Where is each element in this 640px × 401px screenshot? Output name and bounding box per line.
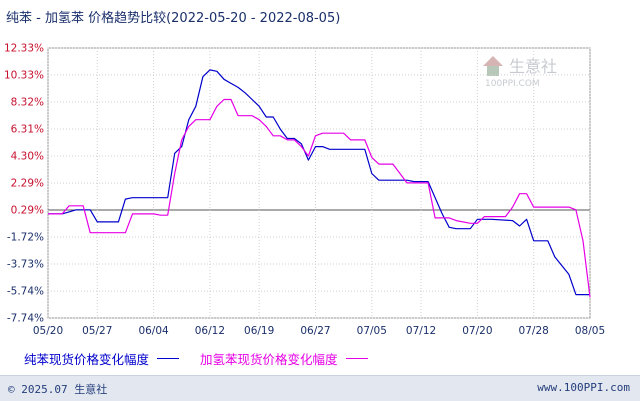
chart-title: 纯苯 - 加氢苯 价格趋势比较(2022-05-20 - 2022-08-05) [6, 7, 340, 26]
y-tick-label: -7.74% [7, 313, 44, 325]
legend-swatch-1 [345, 358, 368, 359]
x-tick-label: 06/04 [138, 325, 169, 337]
legend-swatch-0 [157, 358, 180, 359]
y-tick-label: -1.72% [7, 232, 44, 244]
x-tick-label: 06/19 [244, 325, 274, 337]
watermark: 生意社 100PPI.COM [481, 52, 581, 96]
y-tick-label: 10.33% [4, 69, 44, 81]
y-tick-label: 4.30% [11, 151, 44, 163]
y-axis: 12.33% 10.33% 8.32% 6.31% 4.30% 2.29% 0.29% -1.… [4, 43, 44, 325]
x-tick-label: 08/05 [575, 325, 605, 337]
x-tick-label: 05/20 [33, 325, 63, 337]
x-tick-label: 07/05 [357, 325, 387, 337]
x-axis: 05/20 05/27 06/04 06/12 06/19 06/27 07/05 07/12… [33, 325, 605, 337]
chart-title-range: (2022-05-20 - 2022-08-05) [166, 11, 341, 26]
footer-copyright: © 2025.07 生意社 [8, 383, 108, 396]
y-tick-label: 12.33% [4, 43, 44, 55]
watermark-cn: 生意社 [509, 57, 557, 76]
x-tick-label: 07/12 [406, 325, 436, 337]
legend-item-0: 纯苯现货价格变化幅度 [24, 349, 180, 368]
y-tick-label: 2.29% [11, 178, 44, 190]
series-line-1 [48, 98, 591, 298]
y-tick-label: -3.73% [7, 259, 44, 271]
watermark-house-icon [483, 56, 503, 66]
chart-title-main: 纯苯 - 加氢苯 价格趋势比较 [6, 11, 167, 26]
y-tick-label: 8.32% [11, 96, 44, 108]
grid-lines [47, 47, 591, 319]
watermark-logo: 生意社 100PPI.COM [483, 56, 557, 89]
series-lines [48, 69, 591, 298]
watermark-house-body [487, 66, 499, 76]
y-tick-label: 6.31% [11, 123, 44, 135]
x-tick-label: 06/12 [195, 325, 225, 337]
x-tick-label: 05/27 [82, 325, 112, 337]
chart-plot: 12.33% 10.33% 8.32% 6.31% 4.30% 2.29% 0.29% -1.… [4, 43, 605, 338]
series-line-0 [48, 69, 590, 296]
x-tick-label: 06/27 [300, 325, 330, 337]
x-tick-label: 07/20 [462, 325, 492, 337]
y-tick-label: 0.29% [11, 204, 44, 216]
footer-link[interactable]: www.100PPI.com [537, 381, 630, 394]
legend-item-1: 加氢苯现货价格变化幅度 [200, 349, 368, 368]
y-tick-label: -5.74% [7, 286, 44, 298]
legend-label-0: 纯苯现货价格变化幅度 [24, 352, 150, 367]
legend-label-1: 加氢苯现货价格变化幅度 [200, 352, 338, 367]
watermark-en: 100PPI.COM [485, 79, 540, 89]
footer: © 2025.07 生意社 www.100PPI.com [0, 375, 640, 401]
x-tick-label: 07/28 [519, 325, 549, 337]
